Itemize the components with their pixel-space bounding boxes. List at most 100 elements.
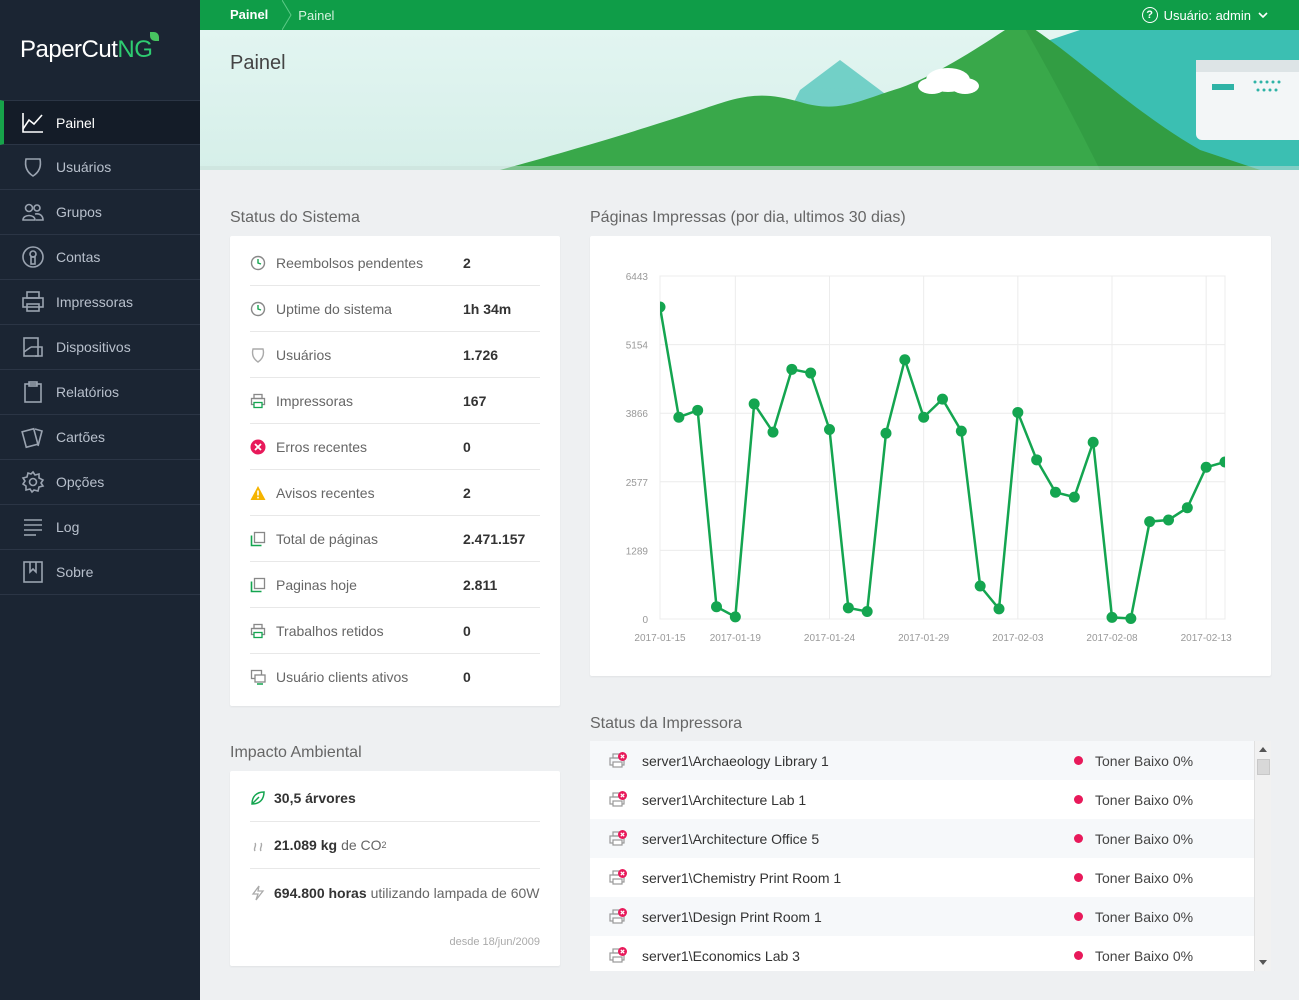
data-point[interactable] <box>1106 611 1118 623</box>
data-point[interactable] <box>692 404 704 416</box>
sidebar-item-impressoras[interactable]: Impressoras <box>0 280 200 325</box>
pages-icon <box>250 531 266 547</box>
lightning-icon <box>251 885 265 900</box>
scroll-thumb[interactable] <box>1257 759 1270 775</box>
data-point[interactable] <box>899 354 911 366</box>
printer-status-text: Toner Baixo 0% <box>1095 830 1194 847</box>
device-icon <box>20 335 46 359</box>
chevron-down-icon[interactable] <box>1257 9 1269 21</box>
printer-list-scrollbar[interactable] <box>1254 741 1271 971</box>
data-point[interactable] <box>729 611 741 623</box>
x-tick-label: 2017-01-19 <box>710 633 762 644</box>
group-icon <box>20 200 46 224</box>
sidebar-item-dispositivos[interactable]: Dispositivos <box>0 325 200 370</box>
data-point[interactable] <box>918 411 930 423</box>
sidebar-item-label: Usuários <box>56 159 112 175</box>
data-point[interactable] <box>1125 612 1137 624</box>
data-point[interactable] <box>786 363 798 375</box>
printer-name[interactable]: server1\Archaeology Library 1 <box>642 752 829 769</box>
status-value: 2 <box>463 484 471 501</box>
error-icon <box>250 439 266 455</box>
data-point[interactable] <box>955 425 967 437</box>
printer-status-text: Toner Baixo 0% <box>1095 908 1194 925</box>
data-point[interactable] <box>880 427 892 439</box>
printer-row[interactable]: server1\Archaeology Library 1 Toner Baixo… <box>590 741 1271 780</box>
breadcrumb-root[interactable]: Painel <box>230 7 269 22</box>
printer-name[interactable]: server1\Chemistry Print Room 1 <box>642 869 842 886</box>
help-icon[interactable]: ? <box>1141 7 1158 23</box>
status-label: Impressoras <box>276 392 354 409</box>
data-point[interactable] <box>1163 514 1174 526</box>
y-tick-label: 2577 <box>626 478 649 489</box>
status-label: Trabalhos retidos <box>276 622 384 639</box>
printer-name[interactable]: server1\Economics Lab 3 <box>642 947 800 964</box>
printer-error-icon <box>609 790 627 807</box>
trees-value: 30,5 árvores <box>274 790 356 806</box>
sidebar-item-label: Log <box>56 519 80 535</box>
data-point[interactable] <box>1219 456 1231 468</box>
printer-row[interactable]: server1\Chemistry Print Room 1 Toner Baix… <box>590 858 1271 897</box>
data-point[interactable] <box>824 423 835 435</box>
data-point[interactable] <box>993 603 1005 615</box>
status-row: Erros recentes 0 <box>250 424 540 470</box>
data-point[interactable] <box>974 580 986 592</box>
data-point[interactable] <box>711 601 722 613</box>
printer-error-icon <box>609 751 627 768</box>
y-tick-label: 3866 <box>626 409 649 420</box>
sidebar-item-cartoes[interactable]: Cartões <box>0 415 200 460</box>
co2-subscript: 2 <box>381 840 387 850</box>
sidebar-item-sobre[interactable]: Sobre <box>0 550 200 595</box>
status-value: 2.811 <box>463 576 498 593</box>
data-point[interactable] <box>937 393 948 405</box>
logo-main-text: PaperCut <box>20 36 118 63</box>
user-menu[interactable]: ? Usuário: admin <box>1141 0 1269 30</box>
printer-row[interactable]: server1\Economics Lab 3 Toner Baixo 0% <box>590 936 1271 971</box>
sidebar-item-usuarios[interactable]: Usuários <box>0 145 200 190</box>
user-label[interactable]: Usuário: admin <box>1163 7 1251 23</box>
data-point[interactable] <box>673 411 685 423</box>
scroll-up-icon[interactable] <box>1259 747 1267 752</box>
scroll-down-icon[interactable] <box>1259 960 1267 965</box>
printer-row[interactable]: server1\Design Print Room 1 Toner Baixo 0… <box>590 897 1271 936</box>
status-dot-icon <box>1074 912 1083 921</box>
co2-value: 21.089 kg <box>274 837 338 853</box>
data-point[interactable] <box>861 606 873 618</box>
data-point[interactable] <box>748 398 760 410</box>
printer-row[interactable]: server1\Architecture Lab 1 Toner Baixo 0% <box>590 780 1271 819</box>
status-value: 2.471.157 <box>463 530 526 547</box>
data-point[interactable] <box>805 367 817 379</box>
printer-status-title: Status da Impressora <box>590 715 743 732</box>
data-point[interactable] <box>1087 436 1099 448</box>
status-label: Usuários <box>276 346 332 363</box>
printer-error-icon <box>609 868 627 885</box>
sidebar-item-painel[interactable]: Painel <box>0 100 200 145</box>
status-label: Total de páginas <box>276 530 378 547</box>
papercut-logo[interactable]: PaperCutNG <box>0 0 200 100</box>
sidebar-nav: Painel Usuários Grupos Contas Impressoras Dis… <box>0 100 200 595</box>
status-dot-icon <box>1074 834 1083 843</box>
status-value: 0 <box>463 622 471 639</box>
data-point[interactable] <box>1050 486 1061 498</box>
user-icon <box>250 347 266 363</box>
sidebar-item-relatorios[interactable]: Relatórios <box>0 370 200 415</box>
warning-icon <box>250 485 266 501</box>
sidebar-item-grupos[interactable]: Grupos <box>0 190 200 235</box>
printer-name[interactable]: server1\Architecture Lab 1 <box>642 791 807 808</box>
printer-name[interactable]: server1\Architecture Office 5 <box>642 830 820 847</box>
data-point[interactable] <box>1068 491 1080 503</box>
printer-row[interactable]: server1\Architecture Office 5 Toner Baixo… <box>590 819 1271 858</box>
printer-name[interactable]: server1\Design Print Room 1 <box>642 908 822 925</box>
data-point[interactable] <box>842 602 854 614</box>
y-tick-label: 0 <box>642 615 648 626</box>
data-point[interactable] <box>1181 502 1193 514</box>
data-point[interactable] <box>1200 461 1212 473</box>
sidebar-item-log[interactable]: Log <box>0 505 200 550</box>
data-point[interactable] <box>1031 454 1043 466</box>
sidebar-item-opcoes[interactable]: Opções <box>0 460 200 505</box>
data-point[interactable] <box>767 426 779 438</box>
data-point[interactable] <box>655 301 666 313</box>
sidebar-item-contas[interactable]: Contas <box>0 235 200 280</box>
data-point[interactable] <box>1144 516 1156 528</box>
data-point[interactable] <box>1012 406 1024 418</box>
printer-icon <box>250 393 266 409</box>
